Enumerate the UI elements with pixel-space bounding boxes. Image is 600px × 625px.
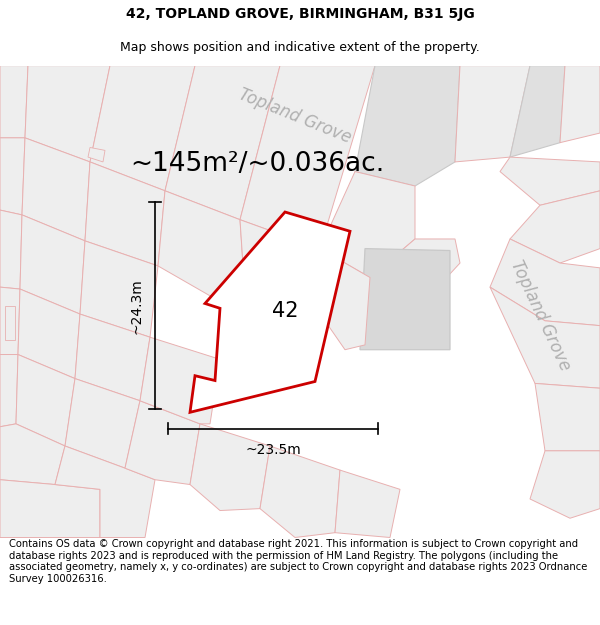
Polygon shape [335, 470, 400, 538]
Polygon shape [500, 157, 600, 205]
Text: ~24.3m: ~24.3m [130, 278, 144, 334]
Polygon shape [140, 338, 220, 424]
Polygon shape [370, 239, 460, 306]
Polygon shape [0, 354, 18, 427]
Polygon shape [455, 66, 530, 162]
Polygon shape [0, 424, 65, 484]
Polygon shape [125, 401, 200, 484]
Polygon shape [190, 424, 270, 511]
Polygon shape [360, 249, 450, 350]
Polygon shape [490, 287, 600, 388]
Polygon shape [85, 162, 165, 266]
Polygon shape [0, 138, 25, 215]
Polygon shape [510, 66, 565, 157]
Polygon shape [190, 212, 350, 412]
Text: Topland Grove: Topland Grove [236, 85, 354, 146]
Polygon shape [0, 210, 22, 289]
Polygon shape [320, 171, 415, 278]
Text: Map shows position and indicative extent of the property.: Map shows position and indicative extent… [120, 41, 480, 54]
Polygon shape [88, 148, 105, 162]
Text: ~23.5m: ~23.5m [245, 443, 301, 457]
Text: Contains OS data © Crown copyright and database right 2021. This information is : Contains OS data © Crown copyright and d… [9, 539, 587, 584]
Polygon shape [80, 241, 158, 338]
Polygon shape [530, 451, 600, 518]
Polygon shape [90, 66, 195, 191]
Text: Topland Grove: Topland Grove [506, 258, 574, 374]
Polygon shape [355, 66, 460, 186]
Polygon shape [5, 306, 15, 340]
Polygon shape [260, 446, 340, 538]
Text: 42: 42 [272, 301, 298, 321]
Polygon shape [0, 480, 100, 538]
Polygon shape [18, 289, 80, 379]
Polygon shape [0, 66, 28, 138]
Polygon shape [320, 249, 370, 350]
Text: ~145m²/~0.036ac.: ~145m²/~0.036ac. [130, 151, 384, 177]
Polygon shape [75, 314, 150, 401]
Polygon shape [510, 191, 600, 263]
Polygon shape [25, 66, 110, 162]
Polygon shape [240, 66, 375, 249]
Text: 42, TOPLAND GROVE, BIRMINGHAM, B31 5JG: 42, TOPLAND GROVE, BIRMINGHAM, B31 5JG [125, 8, 475, 21]
Polygon shape [165, 66, 280, 220]
Polygon shape [22, 138, 90, 241]
Polygon shape [20, 215, 85, 314]
Polygon shape [240, 220, 325, 326]
Polygon shape [16, 354, 75, 446]
Polygon shape [65, 379, 140, 468]
Polygon shape [490, 239, 600, 326]
Polygon shape [535, 383, 600, 451]
Polygon shape [55, 446, 155, 538]
Polygon shape [560, 66, 600, 142]
Polygon shape [158, 191, 245, 301]
Polygon shape [0, 287, 20, 354]
